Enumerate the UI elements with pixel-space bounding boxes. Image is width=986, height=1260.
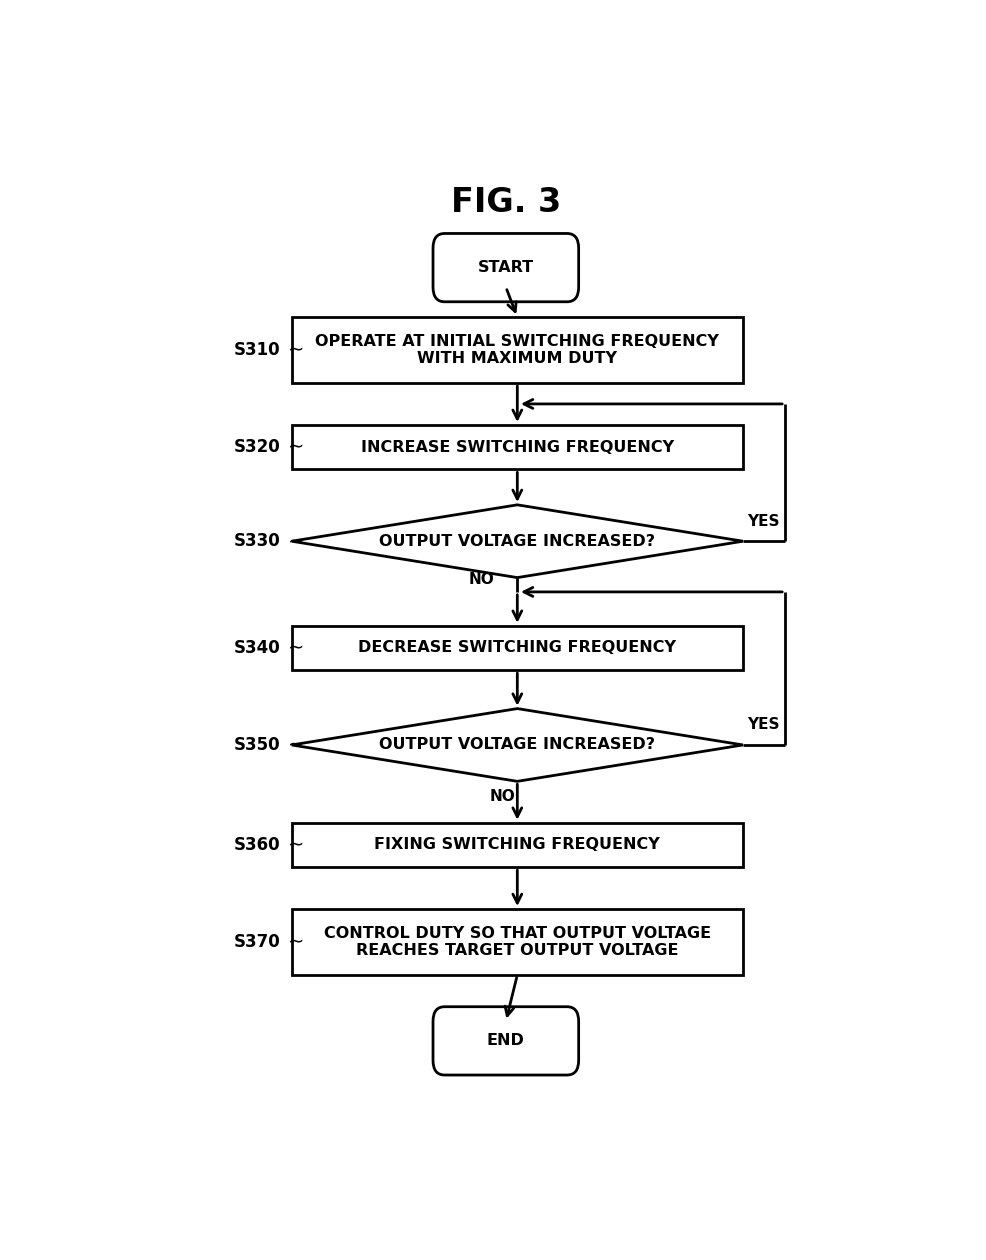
Text: S360: S360 [234, 835, 280, 854]
Text: S320: S320 [234, 438, 280, 456]
Text: ∼: ∼ [288, 835, 304, 854]
Text: OUTPUT VOLTAGE INCREASED?: OUTPUT VOLTAGE INCREASED? [379, 534, 655, 548]
Bar [292, 425, 742, 470]
Text: ∼: ∼ [288, 532, 304, 551]
Text: S350: S350 [234, 736, 280, 753]
Text: DECREASE SWITCHING FREQUENCY: DECREASE SWITCHING FREQUENCY [358, 640, 675, 655]
Text: NO: NO [468, 572, 494, 587]
Text: FIG. 3: FIG. 3 [451, 186, 560, 219]
Text: OPERATE AT INITIAL SWITCHING FREQUENCY
WITH MAXIMUM DUTY: OPERATE AT INITIAL SWITCHING FREQUENCY W… [316, 334, 719, 367]
Text: YES: YES [746, 717, 779, 732]
Polygon shape [292, 505, 742, 577]
Text: ∼: ∼ [288, 437, 304, 456]
Bar [292, 908, 742, 975]
Text: ∼: ∼ [288, 932, 304, 951]
Text: ∼: ∼ [288, 639, 304, 658]
Text: ∼: ∼ [288, 736, 304, 755]
Bar [292, 318, 742, 383]
Text: OUTPUT VOLTAGE INCREASED?: OUTPUT VOLTAGE INCREASED? [379, 737, 655, 752]
Text: S340: S340 [234, 639, 280, 656]
Text: CONTROL DUTY SO THAT OUTPUT VOLTAGE
REACHES TARGET OUTPUT VOLTAGE: CONTROL DUTY SO THAT OUTPUT VOLTAGE REAC… [323, 926, 710, 958]
Text: S330: S330 [234, 532, 280, 551]
Text: S370: S370 [234, 932, 280, 951]
Text: FIXING SWITCHING FREQUENCY: FIXING SWITCHING FREQUENCY [374, 838, 660, 853]
Bar [292, 823, 742, 867]
Text: START: START [477, 260, 533, 275]
Text: NO: NO [489, 789, 515, 804]
Text: ∼: ∼ [288, 340, 304, 359]
Text: INCREASE SWITCHING FREQUENCY: INCREASE SWITCHING FREQUENCY [361, 440, 673, 455]
FancyBboxPatch shape [433, 233, 578, 302]
Text: S310: S310 [234, 341, 280, 359]
FancyBboxPatch shape [433, 1007, 578, 1075]
Text: END: END [486, 1033, 525, 1048]
Text: YES: YES [746, 514, 779, 529]
Polygon shape [292, 708, 742, 781]
Bar [292, 626, 742, 670]
